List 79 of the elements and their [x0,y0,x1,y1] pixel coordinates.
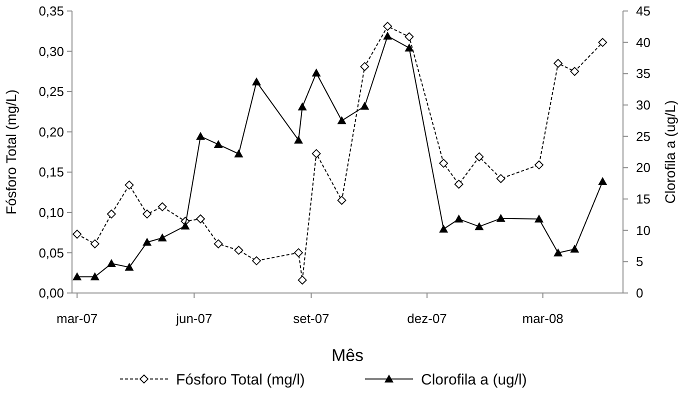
point [252,256,261,266]
point [383,22,392,31]
point [570,244,580,253]
point [496,214,506,222]
point [337,196,346,205]
point [404,43,414,52]
point [90,239,100,248]
y-tick-label: 0,10 [38,204,64,220]
x-tick-label: dez-07 [407,311,447,326]
point [439,224,448,233]
point [298,102,307,110]
point [534,214,544,223]
point [554,248,563,256]
point [124,262,134,271]
point [337,116,346,124]
point [214,140,223,148]
point [570,66,580,76]
legend-label: Fósforo Total (mg/l) [176,371,305,388]
point [294,248,303,258]
point [496,174,506,184]
point [312,68,321,77]
x-tick-label: mar-07 [56,311,98,326]
point [298,276,307,285]
point [72,272,82,280]
y2-tick-label: 15 [636,192,650,207]
point [124,180,134,190]
y-axis-title: Fósforo Total (mg/L) [3,89,19,215]
y2-tick-label: 0 [636,286,644,301]
point [234,149,244,158]
point [598,176,608,185]
y2-tick-label: 30 [636,98,650,113]
y2-tick-label: 5 [636,254,644,270]
point [360,62,370,72]
y2-tick-label: 45 [636,4,650,19]
y2-axis-title: Clorofila a (ug/L) [662,100,678,204]
point [360,102,370,110]
point [107,210,116,218]
point [534,160,544,170]
point [598,38,608,47]
x-tick-label: jun-07 [175,311,212,326]
point [158,202,167,212]
y-tick-label: 0,05 [38,245,64,260]
y2-tick-label: 25 [636,128,650,144]
x-tick-label: mar-08 [522,311,564,326]
point [72,230,82,239]
y-tick-label: 0,20 [38,124,64,140]
y2-tick-label: 20 [636,160,650,176]
point [196,132,206,140]
point [234,246,244,255]
point [214,239,223,248]
y-tick-label: 0,15 [38,164,64,180]
point [474,222,484,230]
y-tick-label: 0,00 [38,286,64,301]
point [383,32,392,40]
legend-label: Clorofila a (ug/l) [421,371,527,388]
point [294,136,304,144]
point [142,238,152,246]
point [196,214,205,224]
x-tick-label: set-07 [293,311,330,326]
point [90,272,100,280]
y2-tick-label: 10 [636,222,650,238]
point [106,259,116,268]
y2-tick-label: 40 [636,34,650,50]
point [158,233,167,242]
point [404,32,414,42]
point [142,210,152,218]
y-tick-label: 0,30 [38,44,64,59]
y-tick-label: 0,25 [38,84,64,100]
y2-tick-label: 35 [636,66,650,82]
x-axis-title: Mês [331,346,364,365]
point [454,214,464,223]
point [554,58,563,68]
point [252,77,262,86]
y-tick-label: 0,35 [38,4,64,19]
point [312,149,321,158]
point [439,158,448,168]
point [474,152,484,162]
point [180,221,190,230]
point [454,180,464,189]
